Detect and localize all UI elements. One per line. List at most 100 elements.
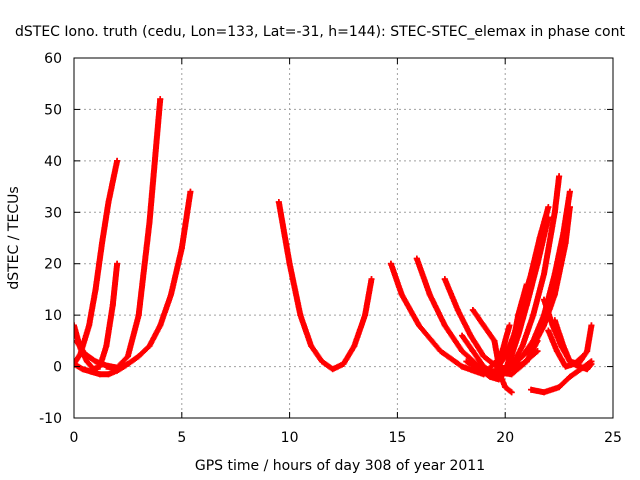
data-point [502, 384, 509, 391]
data-point [109, 301, 116, 308]
data-point [437, 348, 444, 355]
series-markers [387, 260, 513, 378]
data-point [530, 343, 537, 349]
data-point [103, 363, 110, 370]
y-tick-label: 20 [44, 257, 62, 273]
data-point [114, 260, 121, 267]
data-point [519, 353, 526, 360]
data-point [415, 322, 422, 329]
data-point [467, 332, 474, 339]
series-16 [493, 204, 552, 373]
data-point [96, 371, 103, 378]
plot-frame [73, 57, 614, 419]
data-point [103, 343, 110, 349]
y-axis-label: dSTEC / TECUs [6, 186, 22, 289]
data-point [81, 350, 88, 357]
data-point [398, 291, 405, 298]
data-point [92, 286, 99, 293]
data-point [545, 327, 552, 334]
data-point [387, 260, 394, 267]
data-point [519, 343, 526, 349]
y-tick-label: 60 [44, 51, 62, 67]
data-point [553, 348, 560, 355]
data-point [579, 353, 586, 360]
series-0 [74, 157, 121, 367]
data-point [469, 348, 476, 355]
x-tick-label: 20 [496, 430, 514, 446]
y-tick-label: 50 [44, 102, 62, 118]
data-point [584, 366, 591, 373]
x-tick-label: 10 [281, 430, 299, 446]
data-point [575, 363, 582, 370]
data-point [541, 322, 548, 329]
data-point [74, 322, 77, 329]
data-point [584, 348, 591, 355]
data-point [493, 366, 500, 373]
data-point [99, 240, 106, 247]
data-point [551, 209, 558, 216]
data-point [459, 348, 466, 355]
data-point [329, 366, 336, 373]
data-point [480, 322, 487, 329]
plot-area [74, 96, 595, 396]
data-point [528, 386, 535, 393]
y-tick-label: -10 [39, 411, 62, 427]
data-point [519, 361, 526, 367]
data-point [157, 322, 164, 329]
data-point [560, 343, 567, 349]
y-tick-label: 30 [44, 205, 62, 221]
data-point [135, 353, 142, 360]
data-point [114, 157, 121, 164]
data-point [528, 271, 535, 277]
data-point [566, 188, 573, 195]
data-point [562, 240, 569, 247]
data-point [105, 371, 112, 378]
data-point [562, 363, 569, 370]
data-point [502, 353, 509, 360]
chart-title: dSTEC Iono. truth (cedu, Lon=133, Lat=-3… [15, 24, 625, 40]
data-point [508, 363, 515, 370]
data-point [105, 199, 112, 205]
data-point [476, 363, 483, 370]
data-point [308, 343, 315, 349]
data-point [275, 199, 282, 205]
data-point [556, 173, 563, 180]
data-point [114, 366, 121, 373]
data-point [566, 204, 573, 211]
data-point [368, 276, 375, 283]
data-point [340, 361, 347, 367]
y-tick-label: 40 [44, 154, 62, 170]
data-point [519, 301, 526, 308]
data-point [135, 312, 142, 319]
data-point [297, 312, 304, 319]
data-point [146, 343, 153, 349]
series-6 [387, 260, 513, 378]
data-point [506, 322, 513, 329]
data-point [556, 384, 563, 391]
data-point [541, 296, 548, 303]
series-15 [508, 204, 573, 370]
y-tick-label: 10 [44, 308, 62, 324]
data-point [541, 389, 548, 396]
data-point [146, 219, 153, 226]
data-point [83, 358, 90, 365]
x-tick-label: 15 [388, 430, 406, 446]
series-4 [103, 188, 194, 373]
x-tick-label: 25 [604, 430, 622, 446]
data-point [566, 373, 573, 380]
series-3 [74, 96, 164, 371]
data-point [88, 368, 95, 375]
series-markers [275, 199, 375, 373]
data-point [510, 332, 517, 339]
data-point [545, 204, 552, 211]
data-point [362, 312, 369, 319]
data-point [571, 361, 578, 367]
data-point [124, 353, 131, 360]
x-tick-label: 5 [177, 430, 186, 446]
data-point [187, 188, 194, 195]
data-point [534, 348, 541, 355]
data-point [124, 361, 131, 367]
data-point [551, 291, 558, 298]
data-point [79, 366, 86, 373]
